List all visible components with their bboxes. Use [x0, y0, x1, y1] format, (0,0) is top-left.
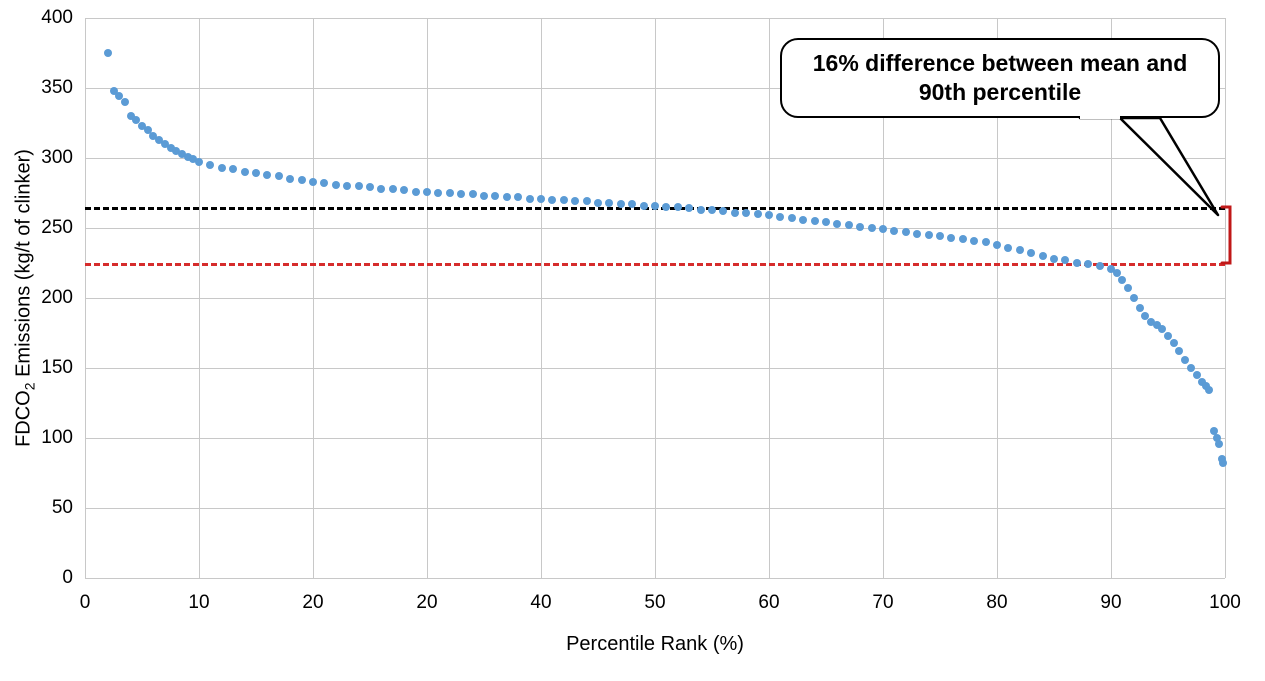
y-tick-label: 350 [41, 77, 73, 99]
x-tick-label: 50 [644, 592, 665, 614]
x-tick-label: 40 [530, 592, 551, 614]
y-tick-label: 400 [41, 7, 73, 29]
y-tick-label: 150 [41, 357, 73, 379]
y-tick-label: 200 [41, 287, 73, 309]
x-tick-label: 70 [872, 592, 893, 614]
y-tick-label: 50 [52, 497, 73, 519]
x-tick-label: 90 [1100, 592, 1121, 614]
difference-bracket [0, 0, 1265, 681]
x-tick-label: 60 [758, 592, 779, 614]
x-tick-label: 20 [302, 592, 323, 614]
y-tick-label: 100 [41, 427, 73, 449]
y-tick-label: 0 [62, 567, 73, 589]
x-tick-label: 10 [188, 592, 209, 614]
x-tick-label: 20 [416, 592, 437, 614]
y-tick-label: 250 [41, 217, 73, 239]
x-tick-label: 80 [986, 592, 1007, 614]
x-tick-label: 0 [80, 592, 91, 614]
y-tick-label: 300 [41, 147, 73, 169]
x-tick-label: 100 [1209, 592, 1241, 614]
emissions-percentile-chart: FDCO2 Emissions (kg/t of clinker) Percen… [0, 0, 1265, 681]
